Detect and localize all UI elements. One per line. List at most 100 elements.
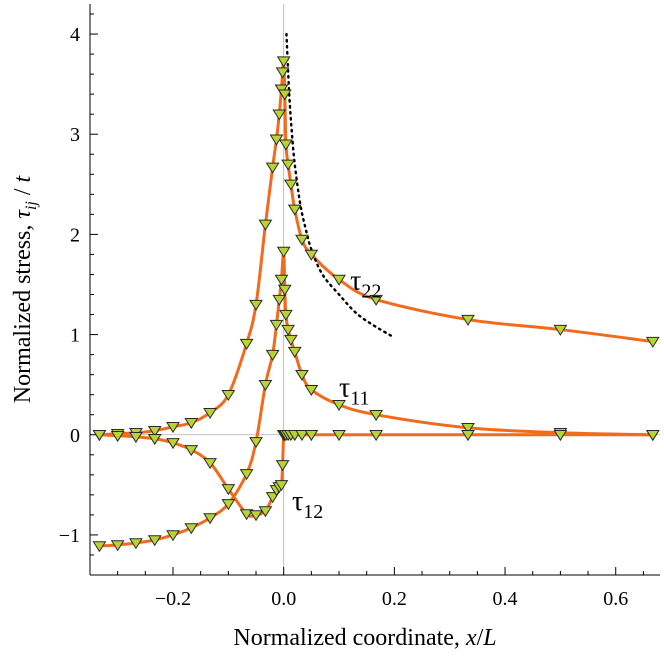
data-point-tau11 [221,499,236,511]
data-point-tau12 [461,430,475,442]
data-point-tau22 [275,67,290,79]
data-point-tau22 [276,56,291,68]
y-tick-label: 0 [70,425,80,447]
data-point-tau11 [258,379,273,392]
data-point-tau11 [304,384,319,397]
x-tick-label: 0.4 [493,588,518,610]
data-point-tau11 [249,437,263,449]
data-point-tau12 [184,445,199,457]
data-point-tau12 [265,492,280,504]
x-axis-title: Normalized coordinate, x/L [233,625,496,651]
data-point-tau11 [184,523,199,535]
data-point-tau11 [281,324,296,336]
data-point-tau11 [274,274,289,286]
data-point-tau22 [166,422,180,434]
y-axis-title-subscript: ij [23,201,40,210]
data-point-tau22 [147,426,162,438]
data-point-tau22 [461,314,475,326]
x-axis-title-slash: / [477,625,484,651]
data-point-tau22 [283,179,298,191]
data-point-tau12 [258,506,273,518]
data-point-tau22 [279,139,293,151]
series-label-sub: 22 [361,281,381,303]
series-label-sub: 11 [350,388,369,410]
data-point-tau11 [269,319,284,331]
data-point-tau12 [166,438,180,450]
y-tick-label: 3 [70,124,80,146]
data-point-tau12 [249,510,263,522]
series-label-main: τ [350,266,361,297]
data-point-tau22 [184,418,199,430]
y-axis-title-t: t [10,174,36,182]
data-point-tau11 [147,535,162,547]
data-point-tau12 [295,430,309,442]
x-tick-label: 0.0 [271,588,296,610]
data-point-tau22 [369,294,384,306]
data-point-tau12 [304,430,319,442]
series-label-tau11: τ11 [339,373,370,410]
data-point-tau22 [645,336,660,348]
series-label-tau12: τ12 [292,486,323,523]
data-point-tau22 [277,89,292,101]
data-point-tau22 [295,234,309,246]
x-axis-title-text: Normalized coordinate, [233,625,466,651]
data-point-tau22 [553,324,568,336]
data-point-tau11 [295,369,309,381]
data-point-tau22 [239,338,254,350]
x-tick-label: −0.2 [155,588,191,610]
reference-curve [285,32,396,339]
data-point-tau22 [265,162,280,174]
x-tick-label: 0.2 [382,588,407,610]
data-point-tau12 [203,458,217,470]
data-point-tau12 [92,430,107,442]
data-point-tau12 [332,430,346,442]
data-point-tau11 [110,540,125,552]
series-label-sub: 12 [303,501,323,523]
data-point-tau11 [166,530,180,542]
data-point-tau12 [147,434,162,446]
series-line-tau12 [99,431,653,518]
x-tick-label: 0.6 [603,588,628,610]
data-point-tau22 [221,389,236,402]
x-axis-title-var2: L [482,625,496,651]
data-point-tau12 [645,430,660,442]
data-point-tau22 [332,274,346,286]
data-point-tau22 [287,204,302,216]
data-point-tau12 [129,432,143,444]
data-point-tau11 [272,294,287,306]
data-point-tau22 [281,159,296,171]
data-point-tau11 [461,423,475,435]
data-point-tau11 [239,469,254,481]
y-axis-title-slash: / [10,182,36,201]
y-axis-title-tau: τ [10,209,36,219]
data-point-tau12 [274,480,289,492]
data-point-tau11 [203,513,217,525]
data-point-tau11 [265,349,280,361]
data-point-tau22 [249,299,263,311]
series-label-main: τ [292,486,303,517]
series-label-tau22: τ22 [350,266,381,303]
y-axis-title-text: Normalized stress, [10,219,36,404]
data-point-tau12 [553,430,568,442]
data-point-tau11 [92,541,107,553]
markers-group [92,56,660,553]
data-point-tau11 [287,346,302,358]
data-point-tau12 [275,460,290,472]
y-axis-title: Normalized stress, τij / t [10,174,40,403]
data-point-tau11 [129,538,143,550]
data-point-tau12 [239,509,254,521]
data-point-tau11 [277,284,292,296]
x-axis-title-var: x [465,625,477,651]
y-tick-label: 1 [70,325,80,347]
series-line-tau22 [99,58,653,437]
data-point-tau12 [369,430,384,442]
data-point-tau22 [203,408,217,420]
y-tick-label: 2 [70,224,80,246]
data-point-tau11 [369,410,384,422]
data-point-tau11 [283,334,298,346]
series-label-main: τ [339,373,350,404]
y-tick-label: 4 [70,24,80,46]
